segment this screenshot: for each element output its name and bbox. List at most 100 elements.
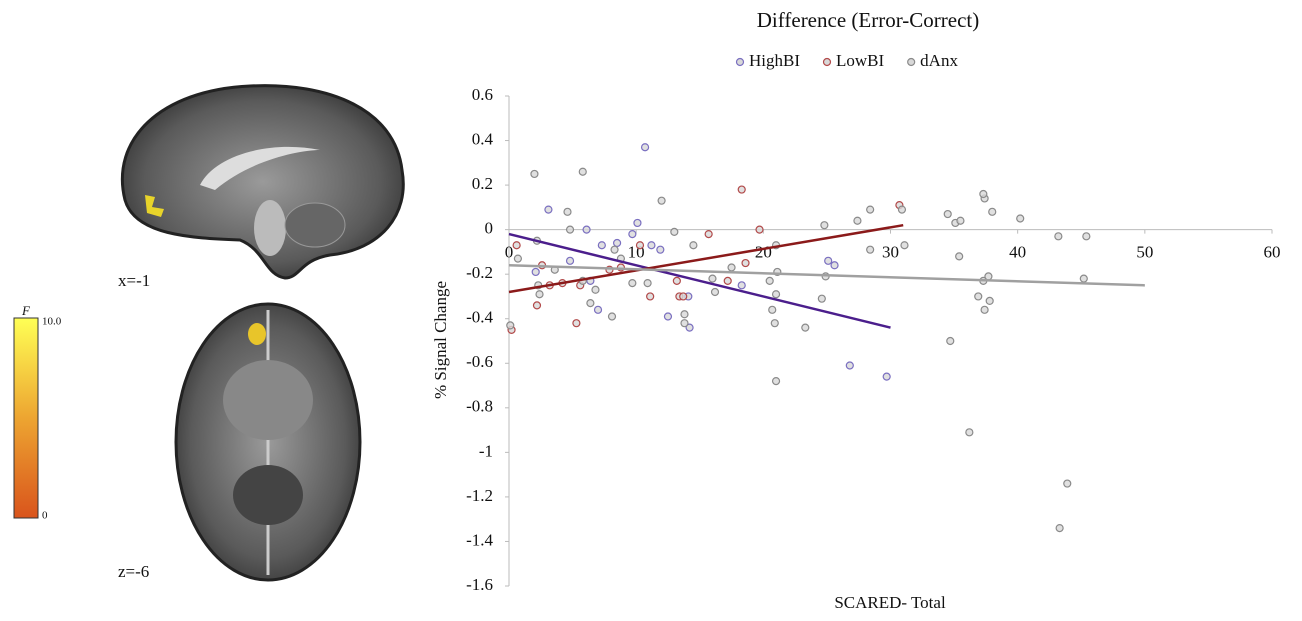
data-point [957,217,964,224]
data-point [514,255,521,262]
y-tick-label: -1.6 [466,575,493,594]
data-point [545,206,552,213]
y-tick-label: -0.2 [466,263,493,282]
data-point [598,242,605,249]
x-tick-label: 30 [882,243,899,262]
colorbar-min: 0 [42,510,48,522]
data-point [634,219,641,226]
data-point [846,362,853,369]
y-tick-label: 0 [485,219,494,238]
data-point [947,338,954,345]
data-point [985,273,992,280]
data-point [1056,525,1063,532]
x-tick-label: 40 [1009,243,1026,262]
x-axis-label: SCARED- Total [834,593,946,612]
data-point [592,286,599,293]
data-point [956,253,963,260]
data-point [756,226,763,233]
data-point [944,211,951,218]
data-point [647,293,654,300]
data-point [629,280,636,287]
data-point [614,240,621,247]
data-point [642,144,649,151]
data-point [531,170,538,177]
y-tick-label: 0.6 [472,85,493,104]
data-point [567,226,574,233]
data-point [507,322,514,329]
brain-axial [176,304,360,580]
data-point [769,306,776,313]
data-point [629,231,636,238]
data-point [738,282,745,289]
data-point [901,242,908,249]
x-tick-label: 50 [1136,243,1153,262]
trend-line [509,234,891,328]
data-point [564,208,571,215]
data-point [1080,275,1087,282]
data-point [831,262,838,269]
data-point [709,275,716,282]
y-tick-label: 0.2 [472,174,493,193]
y-tick-label: -0.8 [466,397,493,416]
data-point [648,242,655,249]
data-point [738,186,745,193]
data-point [773,378,780,385]
legend-label: dAnx [920,51,958,70]
data-point [609,313,616,320]
data-point [532,268,539,275]
brain-sagittal [122,86,403,278]
data-point [802,324,809,331]
x-tick-label: 60 [1264,243,1281,262]
data-point [567,257,574,264]
data-point [583,226,590,233]
data-point [975,293,982,300]
data-point [986,297,993,304]
data-point [766,277,773,284]
data-point [1055,233,1062,240]
y-axis-label: % Signal Change [431,281,450,399]
data-point [673,277,680,284]
data-point [724,277,731,284]
legend-label: HighBI [749,51,800,70]
data-point [742,260,749,267]
data-point [989,208,996,215]
data-point [664,313,671,320]
data-point [898,206,905,213]
data-point [966,429,973,436]
data-point [657,246,664,253]
data-point [587,300,594,307]
data-point [883,373,890,380]
data-point [513,242,520,249]
data-point [681,311,688,318]
data-point [595,306,602,313]
data-point [825,257,832,264]
legend-marker [824,59,831,66]
data-point [728,264,735,271]
y-tick-label: -1 [479,441,493,460]
data-point [705,231,712,238]
data-point [980,191,987,198]
data-point [681,320,688,327]
data-point [867,246,874,253]
y-tick-label: -0.6 [466,352,493,371]
legend-marker [908,59,915,66]
data-point [658,197,665,204]
data-point [981,306,988,313]
legend-label: LowBI [836,51,885,70]
data-point [712,289,719,296]
colorbar [14,318,38,518]
figure: x=-1 z=-6 F 10.0 0 Difference (Error-Cor… [0,0,1302,616]
data-point [771,320,778,327]
data-point [690,242,697,249]
data-point [644,280,651,287]
data-point [536,291,543,298]
data-point [821,222,828,229]
data-point [818,295,825,302]
data-point [1083,233,1090,240]
colorbar-max: 10.0 [42,316,62,328]
colorbar-title: F [21,303,31,318]
y-tick-label: 0.4 [472,129,494,148]
data-point [1064,480,1071,487]
legend-marker [737,59,744,66]
slice-label: x=-1 [118,271,150,290]
